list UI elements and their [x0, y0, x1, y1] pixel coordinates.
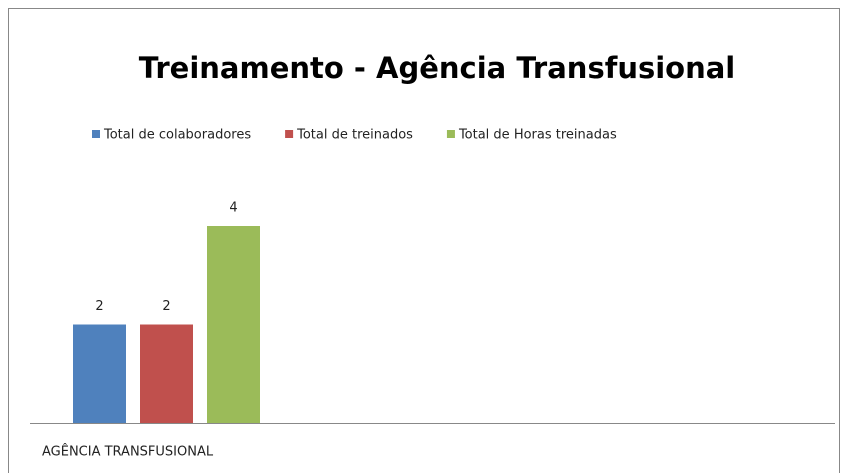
legend-label: Total de colaboradores	[103, 128, 251, 143]
legend-swatch	[285, 130, 294, 138]
data-label: 2	[95, 299, 103, 314]
bar	[207, 226, 260, 423]
data-label: 4	[229, 201, 237, 216]
bar	[73, 324, 126, 423]
bar	[140, 324, 193, 423]
data-label: 2	[162, 299, 170, 314]
legend-label: Total de treinados	[296, 128, 413, 143]
x-tick-label: AGÊNCIA TRANSFUSIONAL	[42, 444, 214, 460]
legend-label: Total de Horas treinadas	[458, 128, 617, 143]
legend-swatch	[446, 130, 455, 138]
chart-title: Treinamento - Agência Transfusional	[139, 51, 736, 85]
legend-swatch	[92, 130, 100, 138]
